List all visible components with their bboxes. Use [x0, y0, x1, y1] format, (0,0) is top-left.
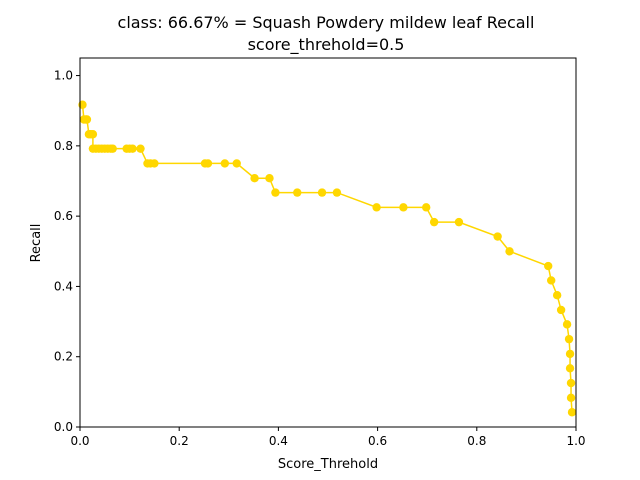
- data-point: [220, 159, 230, 168]
- plot-frame: [79, 57, 577, 428]
- y-tick-label: 0.2: [54, 350, 73, 364]
- data-point: [317, 188, 327, 197]
- data-point: [547, 276, 556, 285]
- y-tick-label: 0.4: [54, 279, 73, 293]
- x-axis-label: Score_Threhold: [278, 457, 378, 472]
- y-tick-label: 1.0: [54, 69, 73, 83]
- y-tick-label: 0.8: [54, 139, 73, 153]
- data-point: [565, 349, 575, 359]
- x-tick-label: 0.0: [70, 434, 89, 448]
- data-point: [88, 130, 98, 139]
- data-point: [293, 188, 302, 197]
- y-tick-label: 0.6: [54, 209, 73, 223]
- x-tick-label: 0.6: [368, 434, 387, 448]
- data-point: [566, 378, 576, 388]
- x-tick-label: 1.0: [566, 434, 585, 448]
- data-point: [454, 217, 464, 227]
- data-point: [108, 144, 117, 153]
- data-point: [505, 247, 514, 256]
- data-point: [567, 408, 577, 417]
- y-axis-label: Recall: [29, 224, 44, 263]
- x-tick-label: 0.8: [467, 434, 486, 448]
- data-point: [429, 217, 439, 227]
- data-point: [399, 203, 408, 212]
- data-point: [150, 159, 159, 168]
- data-point: [556, 305, 566, 315]
- chart-title-line-1: class: 66.67% = Squash Powdery mildew le…: [118, 13, 535, 32]
- series-line: [81, 104, 573, 413]
- data-point: [265, 173, 274, 183]
- chart-title-line-2: score_threhold=0.5: [248, 35, 405, 55]
- data-point: [136, 144, 145, 153]
- data-point: [332, 188, 342, 197]
- data-point: [544, 261, 553, 271]
- data-point: [493, 232, 502, 241]
- data-point: [565, 364, 575, 373]
- data-point: [250, 173, 259, 183]
- data-point: [422, 203, 431, 212]
- data-point: [203, 159, 213, 168]
- data-point: [82, 115, 92, 124]
- x-tick-label: 0.2: [170, 434, 189, 448]
- data-point: [232, 159, 241, 168]
- data-point: [562, 320, 572, 329]
- data-point: [564, 334, 574, 344]
- x-tick-label: 0.4: [269, 434, 288, 448]
- data-point: [128, 144, 137, 153]
- axes: 0.0 0.2 0.4 0.6 0.8 1.0 0.0 0.2 0.4 0.6 0.8 1.0: [54, 69, 586, 448]
- y-tick-label: 0.0: [54, 420, 73, 434]
- data-point: [372, 203, 381, 212]
- data-point: [552, 291, 562, 300]
- data-point: [271, 188, 280, 197]
- plot-area: [78, 100, 577, 417]
- data-point: [566, 393, 576, 403]
